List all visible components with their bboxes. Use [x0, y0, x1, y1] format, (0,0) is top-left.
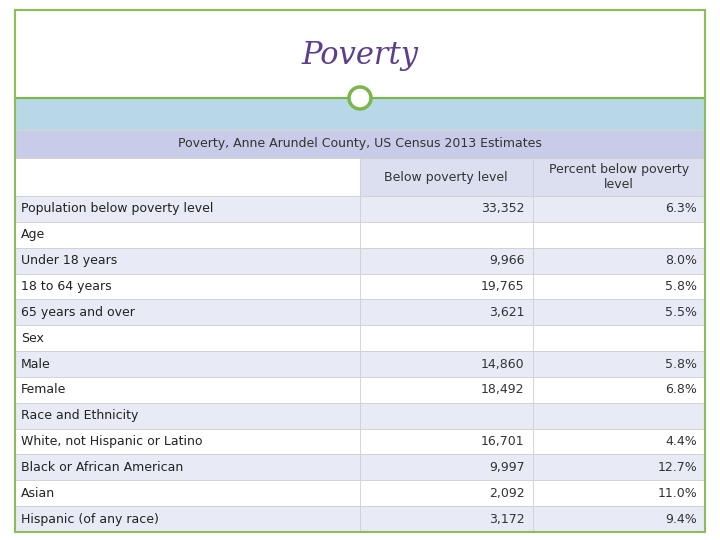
Bar	[15, 325, 360, 351]
Bar	[15, 248, 360, 274]
Bar	[533, 158, 705, 196]
Text: 5.8%: 5.8%	[665, 357, 697, 370]
Text: 12.7%: 12.7%	[657, 461, 697, 474]
Bar	[533, 196, 705, 222]
Text: Percent below poverty
level: Percent below poverty level	[549, 163, 689, 192]
Bar	[15, 10, 705, 98]
Bar	[360, 222, 533, 248]
Bar	[360, 403, 533, 429]
Bar	[360, 506, 533, 532]
Bar	[533, 351, 705, 377]
Bar	[15, 299, 360, 325]
Text: 4.4%: 4.4%	[665, 435, 697, 448]
Text: Poverty, Anne Arundel County, US Census 2013 Estimates: Poverty, Anne Arundel County, US Census …	[178, 138, 542, 151]
Text: Male: Male	[21, 357, 50, 370]
Bar	[533, 455, 705, 480]
Bar	[15, 196, 360, 222]
Bar	[360, 377, 533, 403]
Text: Black or African American: Black or African American	[21, 461, 184, 474]
Bar	[533, 480, 705, 506]
Bar	[533, 222, 705, 248]
Text: White, not Hispanic or Latino: White, not Hispanic or Latino	[21, 435, 202, 448]
Bar	[360, 274, 533, 299]
Bar	[15, 98, 705, 130]
Text: Female: Female	[21, 383, 66, 396]
Bar	[533, 325, 705, 351]
Bar	[533, 248, 705, 274]
Text: 6.3%: 6.3%	[665, 202, 697, 215]
Text: 16,701: 16,701	[481, 435, 524, 448]
Text: 6.8%: 6.8%	[665, 383, 697, 396]
Bar	[15, 130, 705, 158]
Bar	[533, 274, 705, 299]
Bar	[15, 455, 360, 480]
Bar	[533, 377, 705, 403]
Bar	[533, 429, 705, 455]
Bar	[533, 506, 705, 532]
Bar	[15, 506, 360, 532]
Bar	[15, 274, 360, 299]
Text: Population below poverty level: Population below poverty level	[21, 202, 213, 215]
Text: 2,092: 2,092	[489, 487, 524, 500]
Text: Race and Ethnicity: Race and Ethnicity	[21, 409, 138, 422]
Text: Poverty: Poverty	[302, 40, 418, 71]
Circle shape	[349, 87, 371, 109]
Bar	[15, 403, 360, 429]
Text: Asian: Asian	[21, 487, 55, 500]
Text: 9,997: 9,997	[489, 461, 524, 474]
Bar	[360, 429, 533, 455]
Bar	[15, 158, 360, 196]
Bar	[15, 480, 360, 506]
Text: Hispanic (of any race): Hispanic (of any race)	[21, 512, 159, 525]
Text: 3,621: 3,621	[489, 306, 524, 319]
Bar	[533, 299, 705, 325]
Text: 14,860: 14,860	[481, 357, 524, 370]
Bar	[360, 480, 533, 506]
Bar	[360, 325, 533, 351]
Text: Under 18 years: Under 18 years	[21, 254, 117, 267]
Bar	[360, 158, 533, 196]
Text: Sex: Sex	[21, 332, 44, 345]
Bar	[15, 222, 360, 248]
Text: 11.0%: 11.0%	[657, 487, 697, 500]
Text: 5.8%: 5.8%	[665, 280, 697, 293]
Bar	[15, 429, 360, 455]
Text: 9.4%: 9.4%	[665, 512, 697, 525]
Bar	[533, 403, 705, 429]
Text: Age: Age	[21, 228, 45, 241]
Bar	[360, 351, 533, 377]
Bar	[360, 248, 533, 274]
Text: 3,172: 3,172	[489, 512, 524, 525]
Bar	[360, 455, 533, 480]
Text: Below poverty level: Below poverty level	[384, 171, 508, 184]
Text: 8.0%: 8.0%	[665, 254, 697, 267]
Text: 5.5%: 5.5%	[665, 306, 697, 319]
Text: 65 years and over: 65 years and over	[21, 306, 135, 319]
Text: 33,352: 33,352	[481, 202, 524, 215]
Bar	[360, 299, 533, 325]
Text: 18,492: 18,492	[481, 383, 524, 396]
Bar	[360, 196, 533, 222]
Bar	[15, 377, 360, 403]
Bar	[15, 351, 360, 377]
Text: 19,765: 19,765	[481, 280, 524, 293]
Text: 18 to 64 years: 18 to 64 years	[21, 280, 112, 293]
Text: 9,966: 9,966	[489, 254, 524, 267]
